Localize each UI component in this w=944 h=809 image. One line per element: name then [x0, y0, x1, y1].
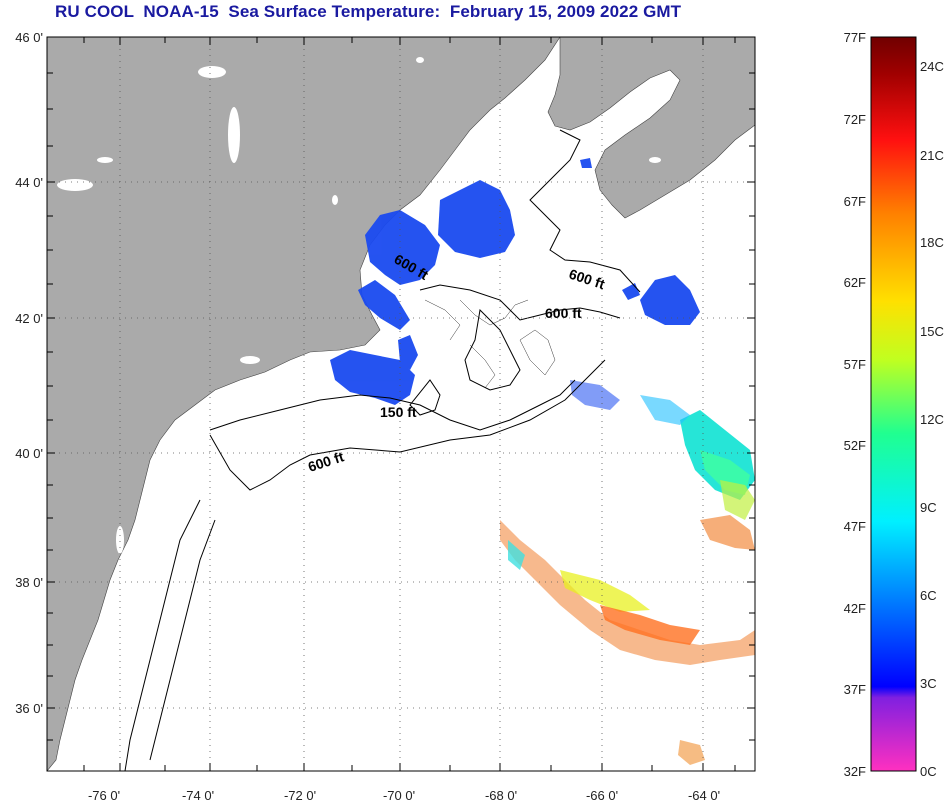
lat-label: 44 0' — [15, 175, 43, 190]
cb-f-label: 32F — [844, 764, 866, 779]
latitude-labels: 46 0' 44 0' 42 0' 40 0' 38 0' 36 0' — [15, 30, 43, 716]
bathymetry-contours — [124, 129, 641, 771]
cb-c-label: 24C — [920, 59, 944, 74]
map-panel: 600 ft 600 ft 600 ft 150 ft 600 ft — [47, 37, 755, 771]
cb-c-label: 0C — [920, 764, 937, 779]
cb-c-label: 21C — [920, 148, 944, 163]
colorbar-celsius-labels: 24C 21C 18C 15C 12C 9C 6C 3C 0C — [920, 59, 944, 779]
cb-f-label: 77F — [844, 30, 866, 45]
colorbar: 77F 72F 67F 62F 57F 52F 47F 42F 37F 32F … — [844, 30, 944, 779]
lat-label: 38 0' — [15, 575, 43, 590]
cb-c-label: 3C — [920, 676, 937, 691]
cb-f-label: 62F — [844, 275, 866, 290]
lon-label: -72 0' — [284, 788, 316, 803]
chesapeake-bay — [92, 560, 132, 700]
lon-label: -70 0' — [383, 788, 415, 803]
lat-label: 40 0' — [15, 446, 43, 461]
lon-label: -64 0' — [688, 788, 720, 803]
bathymetry-detail — [424, 299, 556, 389]
lat-label: 46 0' — [15, 30, 43, 45]
frame-ticks — [47, 36, 755, 771]
graticule — [47, 37, 755, 771]
longitude-labels: -76 0' -74 0' -72 0' -70 0' -68 0' -66 0… — [88, 788, 720, 803]
colorbar-gradient — [870, 36, 917, 772]
map-title: RU COOL NOAA-15 Sea Surface Temperature:… — [55, 2, 682, 21]
sst-warm-scatter — [500, 380, 755, 765]
cb-c-label: 9C — [920, 500, 937, 515]
cb-c-label: 6C — [920, 588, 937, 603]
colorbar-fahrenheit-labels: 77F 72F 67F 62F 57F 52F 47F 42F 37F 32F — [844, 30, 866, 779]
cb-c-label: 18C — [920, 235, 944, 250]
cb-f-label: 52F — [844, 438, 866, 453]
lon-label: -66 0' — [586, 788, 618, 803]
lon-label: -76 0' — [88, 788, 120, 803]
map-frame — [46, 36, 756, 772]
contour-label-gom-central: 600 ft — [545, 305, 582, 321]
contour-label-shoals: 150 ft — [380, 404, 417, 420]
sst-cold-patches — [330, 158, 700, 405]
cb-f-label: 42F — [844, 601, 866, 616]
cb-c-label: 15C — [920, 324, 944, 339]
cb-c-label: 12C — [920, 412, 944, 427]
cb-f-label: 37F — [844, 682, 866, 697]
lat-label: 42 0' — [15, 311, 43, 326]
cb-f-label: 72F — [844, 112, 866, 127]
land-canada-maritimes — [547, 37, 755, 219]
land-us-northeast — [47, 37, 561, 771]
cb-f-label: 47F — [844, 519, 866, 534]
cb-f-label: 57F — [844, 357, 866, 372]
lon-label: -68 0' — [485, 788, 517, 803]
lat-label: 36 0' — [15, 701, 43, 716]
lon-label: -74 0' — [182, 788, 214, 803]
cb-f-label: 67F — [844, 194, 866, 209]
